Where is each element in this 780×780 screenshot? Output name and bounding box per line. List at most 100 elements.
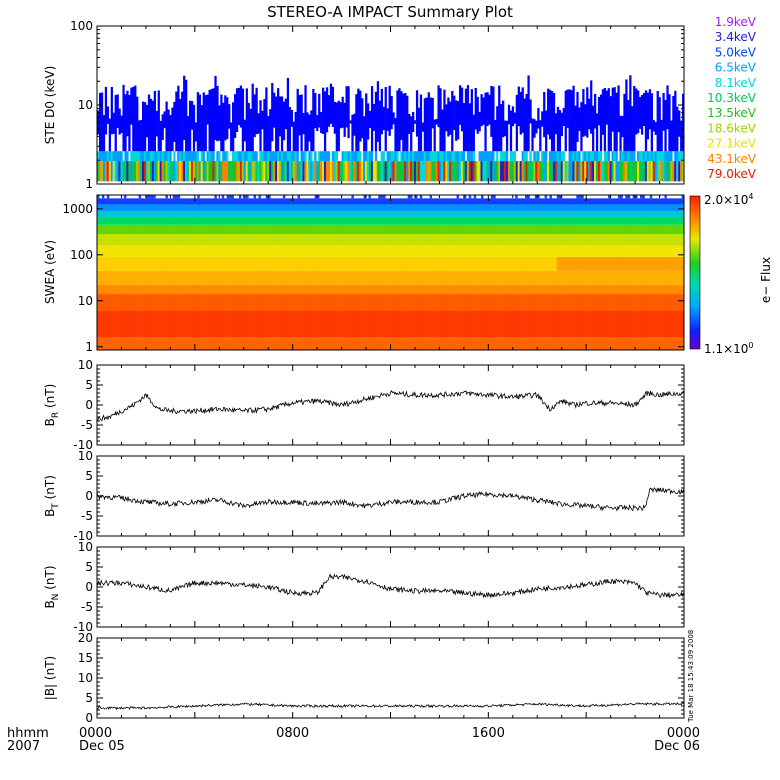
ste-cell	[417, 151, 421, 162]
swea-cell	[605, 224, 609, 235]
swea-cell	[141, 310, 144, 338]
swea-cell	[395, 285, 399, 295]
swea-cell	[207, 210, 210, 218]
ste-cell	[443, 151, 446, 162]
swea-cell	[647, 217, 651, 225]
swea-cell	[348, 234, 352, 246]
ste-cell	[351, 161, 354, 182]
swea-cell	[449, 210, 452, 218]
swea-cell	[199, 285, 203, 295]
swea-cell	[258, 195, 262, 199]
swea-cell	[185, 256, 188, 271]
swea-cell	[378, 256, 382, 271]
ste-cell	[359, 161, 362, 182]
swea-cell	[214, 224, 218, 235]
swea-cell	[109, 310, 112, 338]
swea-cell	[275, 234, 279, 246]
swea-cell	[99, 204, 103, 211]
swea-cell	[366, 285, 369, 295]
swea-cell	[160, 204, 164, 211]
swea-cell	[317, 245, 320, 257]
ste-cell	[167, 161, 170, 182]
swea-cell	[392, 195, 396, 199]
ste-cell	[619, 115, 622, 152]
swea-cell	[674, 198, 677, 205]
swea-cell	[632, 210, 636, 218]
swea-cell	[410, 195, 413, 199]
swea-cell	[243, 198, 247, 205]
swea-cell	[302, 270, 306, 286]
swea-cell	[395, 337, 399, 350]
swea-cell	[549, 217, 553, 225]
swea-cell	[253, 270, 257, 286]
swea-cell	[439, 217, 443, 225]
ste-cell	[175, 161, 178, 182]
swea-cell	[366, 234, 369, 246]
swea-cell	[287, 294, 291, 311]
swea-cell	[485, 224, 489, 235]
swea-cell	[476, 294, 479, 311]
ste-cell	[261, 151, 264, 162]
swea-cell	[666, 337, 670, 350]
swea-cell	[429, 224, 433, 235]
swea-cell	[238, 245, 242, 257]
b-ytick-label: 10	[78, 540, 93, 554]
swea-cell	[480, 195, 484, 199]
swea-cell	[608, 337, 611, 350]
ste-cell	[472, 151, 475, 162]
swea-cell	[468, 195, 472, 199]
swea-cell	[471, 204, 474, 211]
swea-cell	[170, 294, 174, 311]
swea-cell	[598, 337, 602, 350]
swea-cell	[229, 270, 232, 286]
swea-cell	[559, 285, 563, 295]
swea-cell	[632, 234, 636, 246]
swea-cell	[439, 224, 443, 235]
swea-cell	[547, 270, 550, 286]
swea-cell	[344, 204, 347, 211]
ste-cell	[365, 161, 368, 182]
swea-cell	[160, 234, 164, 246]
swea-cell	[248, 217, 252, 225]
swea-cell	[647, 195, 651, 199]
swea-cell	[527, 210, 531, 218]
swea-cell	[617, 234, 621, 246]
swea-cell	[119, 195, 122, 199]
swea-cell	[106, 270, 110, 286]
swea-cell	[104, 245, 108, 257]
ste-cell	[449, 101, 452, 135]
swea-cell	[229, 210, 232, 218]
swea-cell	[263, 270, 267, 286]
swea-cell	[630, 198, 633, 205]
swea-cell	[331, 245, 335, 257]
swea-cell	[248, 195, 252, 199]
swea-cell	[468, 294, 472, 311]
swea-cell	[322, 285, 325, 295]
swea-cell	[236, 195, 240, 199]
swea-cell	[583, 256, 587, 271]
ste-cell	[118, 151, 121, 162]
swea-cell	[468, 256, 472, 271]
swea-cell	[674, 210, 677, 218]
swea-cell	[600, 310, 604, 338]
swea-cell	[463, 285, 467, 295]
swea-cell	[214, 217, 218, 225]
swea-cell	[277, 234, 281, 246]
ste-cell	[488, 94, 491, 125]
swea-cell	[336, 217, 340, 225]
ste-cell	[374, 161, 378, 182]
swea-cell	[400, 224, 404, 235]
ste-cell	[562, 161, 565, 182]
swea-cell	[671, 198, 675, 205]
swea-cell	[136, 204, 139, 211]
swea-cell	[485, 210, 489, 218]
swea-cell	[285, 217, 289, 225]
swea-cell	[260, 310, 264, 338]
ste-cell	[200, 161, 203, 182]
swea-cell	[510, 310, 514, 338]
swea-cell	[463, 270, 467, 286]
ste-cell	[621, 115, 624, 138]
ste-cell	[552, 92, 556, 152]
swea-cell	[412, 294, 416, 311]
swea-cell	[214, 210, 218, 218]
